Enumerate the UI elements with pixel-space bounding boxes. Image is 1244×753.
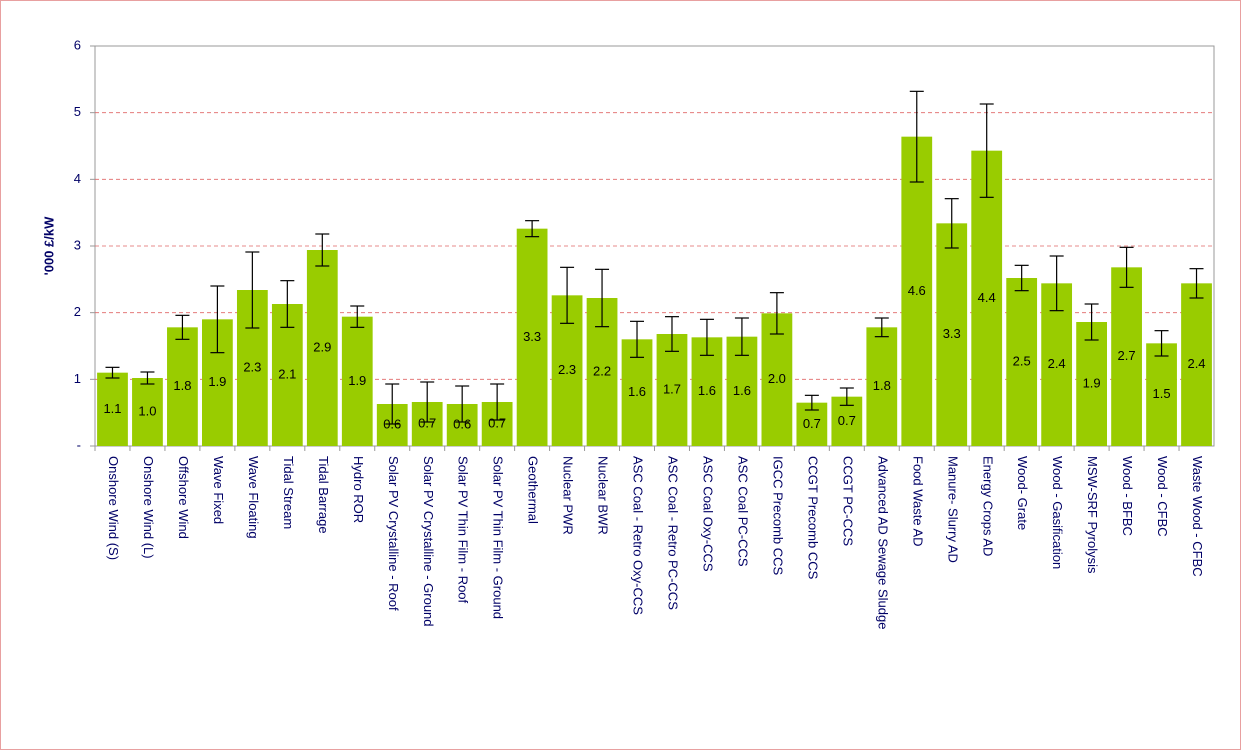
- value-label: 0.7: [803, 416, 821, 431]
- x-tick-label: Onshore Wind (L): [141, 456, 156, 559]
- x-tick-label: ASC Coal Oxy-CCS: [701, 456, 716, 572]
- value-label: 1.6: [698, 383, 716, 398]
- bar: [971, 150, 1003, 446]
- value-label: 1.0: [138, 403, 156, 418]
- x-tick-label: Wood - Gasification: [1050, 456, 1065, 569]
- value-label: 2.5: [1013, 353, 1031, 368]
- y-axis-label: '000 £/kW: [41, 216, 56, 275]
- y-tick-label: 1: [74, 371, 81, 386]
- bar: [167, 327, 198, 446]
- x-tick-label: Geothermal: [526, 456, 541, 524]
- bar: [341, 316, 373, 446]
- bar: [1111, 267, 1142, 446]
- x-tick-label: Solar PV Thin Film - Roof: [456, 456, 471, 604]
- x-tick-label: Wood- Grate: [1015, 456, 1030, 530]
- x-tick-label: Wood - CFBC: [1155, 456, 1170, 537]
- bar: [936, 223, 968, 446]
- x-tick-label: Waste Wood - CFBC: [1190, 456, 1205, 577]
- x-tick-label: Solar PV Crystalline - Ground: [421, 456, 436, 627]
- value-label: 1.8: [873, 378, 891, 393]
- value-label: 2.4: [1048, 356, 1066, 371]
- y-tick-label: 3: [74, 237, 81, 252]
- value-label: 1.8: [173, 378, 191, 393]
- bar: [761, 313, 793, 446]
- x-tick-label: Solar PV Thin Film - Ground: [491, 456, 506, 619]
- x-tick-label: Food Waste AD: [910, 456, 925, 547]
- value-label: 2.3: [558, 362, 576, 377]
- bar: [97, 372, 128, 446]
- value-label: 3.3: [523, 329, 541, 344]
- value-label: 1.6: [733, 383, 751, 398]
- x-tick-label: Wave Floating: [246, 456, 261, 539]
- value-label: 2.0: [768, 371, 786, 386]
- y-tick-label: 6: [74, 37, 81, 52]
- x-tick-label: Hydro ROR: [351, 456, 366, 523]
- x-tick-label: Onshore Wind (S): [106, 456, 121, 560]
- x-tick-label: ASC Coal - Retro PC-CCS: [666, 456, 681, 610]
- x-tick-label: IGCC Precomb CCS: [770, 456, 785, 576]
- x-tick-label: Nuclear BWR: [596, 456, 611, 535]
- value-label: 2.7: [1118, 348, 1136, 363]
- x-tick-label: ASC Coal PC-CCS: [735, 456, 750, 567]
- x-tick-label: Wave Fixed: [211, 456, 226, 524]
- x-tick-label: Advanced AD Sewage Sludge: [875, 456, 890, 629]
- value-label: 3.3: [943, 326, 961, 341]
- bar: [901, 136, 933, 446]
- value-label: 0.7: [418, 415, 436, 430]
- value-label: 4.6: [908, 283, 926, 298]
- value-label: 1.9: [208, 374, 226, 389]
- value-label: 1.5: [1153, 386, 1171, 401]
- value-label: 1.1: [103, 401, 121, 416]
- value-label: 2.3: [243, 359, 261, 374]
- bar: [866, 327, 898, 446]
- x-tick-label: MSW-SRF Pyrolysis: [1085, 456, 1100, 574]
- x-tick-label: Nuclear PWR: [561, 456, 576, 535]
- x-tick-label: Tidal Barrage: [316, 456, 331, 534]
- bar: [1146, 343, 1177, 446]
- y-tick-label: -: [77, 437, 81, 452]
- x-tick-label: Manure- Slurry AD: [945, 456, 960, 563]
- x-tick-label: Solar PV Crystalline - Roof: [386, 456, 401, 611]
- x-tick-label: CCGT PC-CCS: [840, 456, 855, 546]
- x-tick-label: Tidal Stream: [281, 456, 296, 529]
- value-label: 2.4: [1187, 356, 1205, 371]
- value-label: 0.6: [383, 416, 401, 431]
- value-label: 2.2: [593, 363, 611, 378]
- bar: [516, 228, 548, 446]
- value-label: 4.4: [978, 290, 996, 305]
- y-tick-label: 5: [74, 104, 81, 119]
- bar: [1076, 322, 1107, 446]
- x-tick-label: ASC Coal - Retro Oxy-CCS: [631, 456, 646, 615]
- x-tick-label: Offshore Wind: [176, 456, 191, 539]
- value-label: 2.9: [313, 339, 331, 354]
- x-tick-label: Energy Crops AD: [980, 456, 995, 556]
- bar: [656, 334, 688, 446]
- x-tick-label: CCGT Precomb CCS: [805, 456, 820, 580]
- bar: [132, 378, 163, 446]
- value-label: 0.7: [488, 415, 506, 430]
- y-tick-label: 2: [74, 304, 81, 319]
- value-label: 0.6: [453, 416, 471, 431]
- value-label: 2.1: [278, 366, 296, 381]
- value-label: 1.7: [663, 381, 681, 396]
- value-label: 0.7: [838, 413, 856, 428]
- value-label: 1.9: [1083, 375, 1101, 390]
- bar: [1006, 278, 1038, 446]
- bar: [1181, 283, 1212, 446]
- bar: [306, 250, 338, 446]
- x-tick-label: Wood - BFBC: [1120, 456, 1135, 536]
- y-tick-label: 4: [74, 171, 81, 186]
- value-label: 1.9: [348, 373, 366, 388]
- value-label: 1.6: [628, 384, 646, 399]
